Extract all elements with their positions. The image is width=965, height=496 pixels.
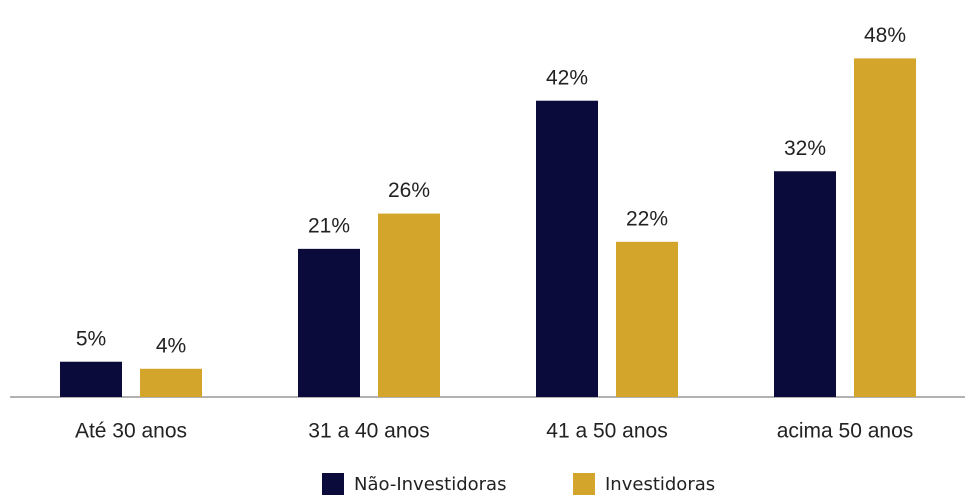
bar xyxy=(298,248,360,397)
bar xyxy=(140,368,202,397)
x-tick-label: 31 a 40 anos xyxy=(308,420,429,443)
data-label: 26% xyxy=(388,179,430,202)
x-tick-label: 41 a 50 anos xyxy=(546,420,667,443)
data-label: 4% xyxy=(156,334,186,357)
data-label: 42% xyxy=(546,66,588,89)
data-label: 22% xyxy=(626,207,668,230)
bar xyxy=(536,100,598,397)
bar xyxy=(378,213,440,397)
legend-swatch xyxy=(322,473,344,495)
x-tick-label: acima 50 anos xyxy=(777,420,914,443)
data-label: 32% xyxy=(784,137,826,160)
legend-label: Investidoras xyxy=(605,474,715,495)
bar xyxy=(60,361,122,397)
data-label: 21% xyxy=(308,214,350,237)
data-label: 5% xyxy=(76,327,106,350)
bar xyxy=(616,241,678,397)
bar xyxy=(854,58,916,398)
legend-swatch xyxy=(573,473,595,495)
bar xyxy=(774,171,836,397)
legend-label: Não-Investidoras xyxy=(354,474,506,495)
x-tick-label: Até 30 anos xyxy=(75,420,187,443)
data-label: 48% xyxy=(864,24,906,47)
